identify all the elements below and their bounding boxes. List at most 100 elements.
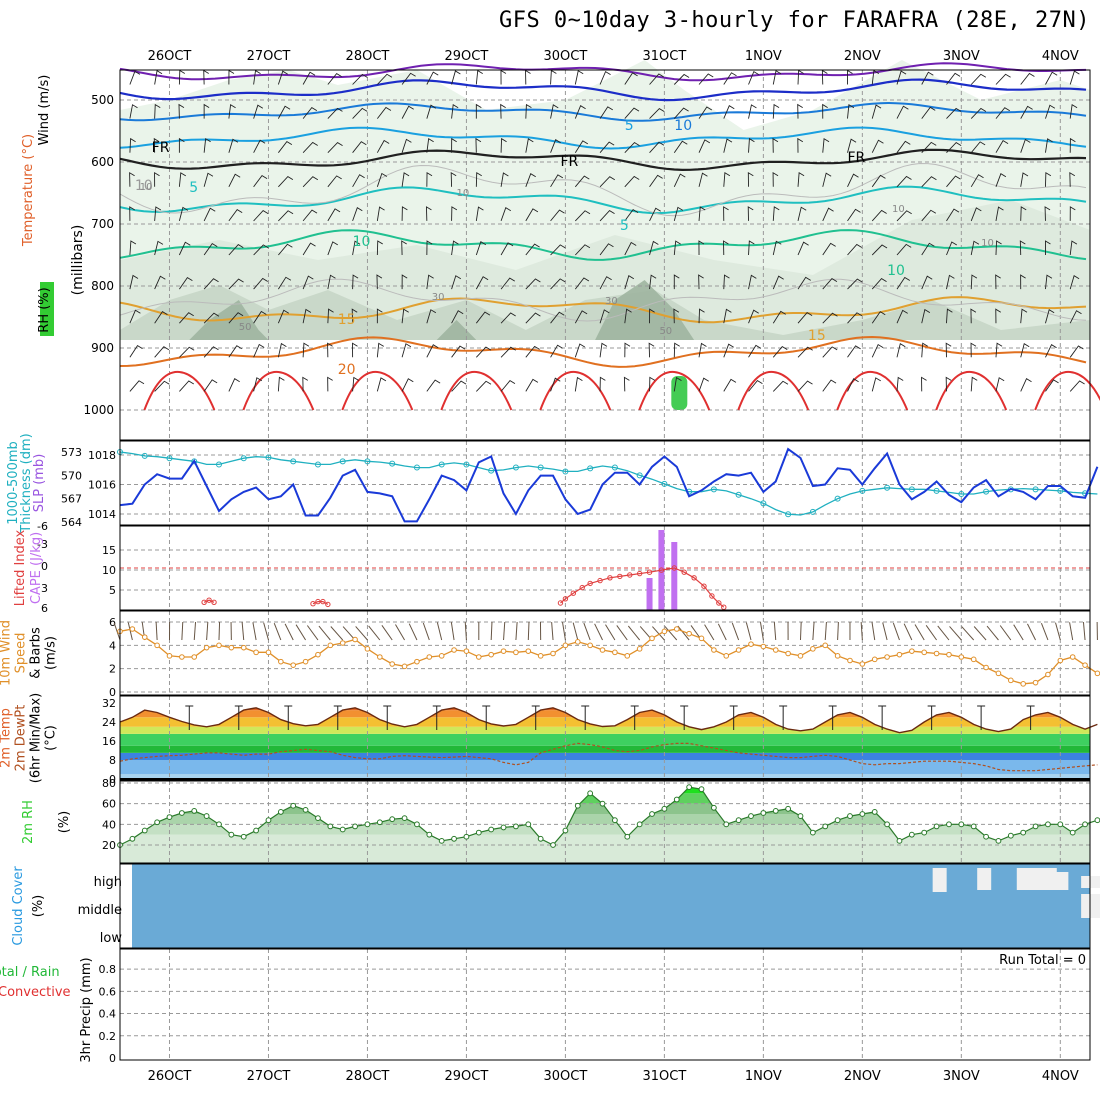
- wind-barb-10m: [1027, 623, 1037, 641]
- rh-marker: [859, 811, 866, 817]
- rh-marker: [748, 813, 754, 819]
- wind-speed-marker: [673, 626, 680, 632]
- wind-barb: [723, 274, 730, 290]
- wind-barb: [129, 70, 141, 85]
- x-tick-label-top: 2NOV: [844, 49, 881, 64]
- wind-barb: [253, 210, 269, 222]
- wind-barb: [1069, 206, 1076, 221]
- contour-line: [119, 148, 1087, 172]
- wind-speed-marker: [438, 653, 445, 659]
- y-axis-label: RH (%): [37, 287, 52, 332]
- wind-barb-10m: [717, 623, 727, 641]
- wind-barb: [871, 139, 884, 153]
- wind-barb: [797, 241, 809, 256]
- wind-barb: [772, 275, 784, 290]
- wind-barb: [376, 139, 390, 153]
- rh-marker: [995, 837, 1002, 844]
- li-marker: [325, 601, 331, 608]
- wind-barb: [673, 206, 684, 222]
- wind-barb: [1020, 343, 1030, 358]
- li-marker: [627, 572, 633, 578]
- wind-barb: [574, 105, 586, 119]
- wind-barb: [673, 107, 689, 119]
- wind-barb: [401, 72, 416, 85]
- wind-barb: [797, 346, 813, 358]
- wind-barb: [1069, 380, 1085, 392]
- li-marker: [646, 569, 653, 575]
- wind-speed-marker: [550, 650, 556, 657]
- precip-tick-label: 0.4: [99, 1008, 117, 1021]
- wind-barb: [723, 138, 733, 153]
- y-axis-label: (6hr Min/Max): [29, 693, 44, 783]
- wind-barb: [921, 71, 934, 85]
- contour-line: [119, 185, 1087, 215]
- contour-line: [119, 78, 1087, 102]
- rh-marker: [438, 837, 445, 844]
- wind-barb: [599, 243, 614, 256]
- contour-label: FR: [152, 140, 170, 156]
- wind-barb: [129, 309, 141, 324]
- wind-speed-marker: [451, 647, 457, 653]
- wind-barb: [475, 69, 483, 85]
- wind-barb: [525, 208, 539, 222]
- wind-barb-10m: [759, 622, 764, 641]
- wind-barb: [302, 342, 310, 358]
- wind-speed-marker: [265, 649, 272, 656]
- wind-barb: [649, 108, 665, 119]
- cloud-frame: [119, 863, 1091, 949]
- wind-tick-label: 0: [109, 686, 116, 699]
- wind-barb: [945, 376, 952, 392]
- thickness-tick-label: 564: [61, 516, 82, 529]
- rh-marker: [562, 827, 569, 834]
- li-marker: [206, 597, 212, 603]
- contour-line: [119, 62, 1087, 82]
- contour-label: 10: [353, 234, 371, 250]
- rh-marker: [636, 821, 643, 828]
- wind-barb: [327, 241, 338, 256]
- rh-marker: [475, 829, 482, 836]
- wind-barb-10m: [515, 621, 518, 641]
- wind-barb: [574, 343, 586, 358]
- wind-barb: [970, 376, 978, 392]
- wind-speed-marker: [970, 656, 977, 663]
- rh-marker: [1069, 829, 1076, 836]
- wind-barb: [550, 244, 566, 256]
- rh-marker: [834, 817, 841, 824]
- wind-barb-10m: [408, 623, 418, 641]
- x-tick-label-top: 3NOV: [943, 49, 980, 64]
- wind-speed-marker: [1094, 670, 1100, 677]
- rh-marker: [265, 817, 272, 824]
- thickness-marker: [908, 486, 915, 493]
- rh-marker: [277, 809, 284, 815]
- wind-speed-marker: [1008, 677, 1014, 684]
- contour-label: 5: [620, 218, 629, 234]
- rh-marker: [1007, 832, 1014, 839]
- wind-barb: [228, 278, 244, 290]
- wind-barb: [797, 103, 803, 119]
- y-tick-label: 900: [91, 341, 114, 355]
- wind-barb: [327, 308, 334, 324]
- wind-barb-10m: [503, 621, 506, 641]
- wind-barb: [673, 342, 680, 358]
- wind-barb: [673, 308, 680, 324]
- rh-marker: [525, 821, 532, 828]
- wind-barb: [698, 240, 705, 256]
- wind-barb: [451, 70, 461, 85]
- thickness-marker: [859, 487, 866, 494]
- y-axis-label: 2m DewPt: [14, 705, 29, 772]
- wind-barb: [896, 276, 911, 290]
- wind-barb: [277, 309, 289, 324]
- wind-barb: [450, 171, 457, 187]
- temperature-contour: [1034, 370, 1100, 411]
- wind-barb: [896, 243, 912, 256]
- wind-barb: [1020, 72, 1035, 85]
- li-tick-label: -6: [37, 520, 48, 533]
- temperature-contour: [143, 370, 216, 411]
- wind-barb: [649, 73, 665, 85]
- contour-line: [119, 162, 1087, 217]
- wind-speed-marker: [958, 654, 965, 660]
- wind-barb: [946, 241, 958, 256]
- rh-marker: [240, 833, 247, 840]
- rh-marker: [315, 815, 321, 822]
- wind-barb-10m: [812, 621, 815, 641]
